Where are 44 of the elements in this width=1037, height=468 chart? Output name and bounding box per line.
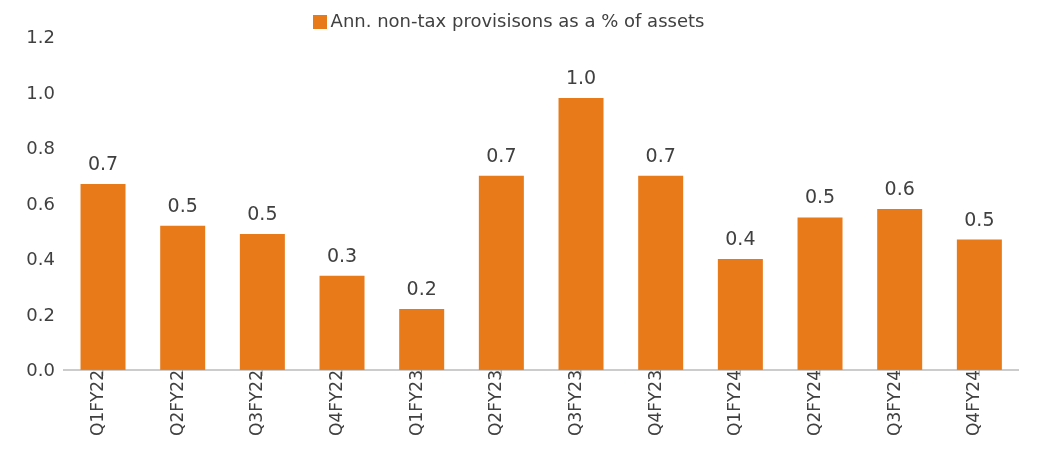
data-label: 0.5	[167, 193, 198, 216]
x-tick-label: Q3FY22	[246, 370, 267, 436]
x-tick-label: Q4FY24	[963, 370, 984, 436]
x-tick-label: Q3FY23	[564, 370, 585, 436]
data-label: 0.7	[645, 143, 676, 166]
bar	[956, 239, 1002, 370]
data-label: 1.0	[565, 66, 597, 89]
y-tick-label: 0.2	[26, 303, 55, 325]
data-label: 0.4	[725, 227, 756, 249]
bar	[319, 275, 365, 370]
x-tick-label: Q4FY23	[644, 370, 665, 436]
bar	[638, 175, 684, 370]
bar	[160, 225, 206, 370]
x-tick-label: Q3FY24	[883, 370, 904, 436]
data-label: 0.7	[486, 143, 517, 166]
y-tick-label: 0.4	[26, 248, 55, 270]
x-tick-label: Q1FY24	[724, 370, 745, 436]
y-tick-label: 0.0	[26, 359, 55, 381]
y-tick-label: 1.2	[26, 26, 55, 48]
bar	[558, 98, 604, 370]
y-tick-label: 0.8	[26, 137, 55, 159]
x-tick-label: Q2FY23	[485, 370, 506, 436]
bar	[80, 184, 126, 370]
y-tick-label: 1.0	[26, 81, 55, 103]
data-label: 0.2	[406, 276, 437, 299]
bar	[239, 234, 285, 370]
y-tick-label: 0.6	[26, 192, 55, 214]
bar	[478, 175, 524, 370]
data-label: 0.6	[884, 177, 915, 200]
x-tick-label: Q2FY22	[166, 370, 187, 436]
bar	[399, 308, 445, 370]
data-label: 0.5	[247, 202, 278, 225]
data-label: 0.5	[964, 207, 995, 230]
bar	[877, 209, 923, 370]
x-tick-label: Q2FY24	[803, 370, 824, 436]
legend-label: Ann. non-tax provisisons as a % of assets	[330, 10, 705, 31]
data-label: 0.5	[804, 185, 836, 208]
x-tick-label: Q1FY23	[405, 370, 426, 436]
data-label: 0.3	[326, 243, 358, 266]
x-tick-label: Q1FY22	[86, 370, 107, 436]
data-label: 0.7	[87, 152, 119, 175]
bar	[717, 259, 763, 370]
x-tick-label: Q4FY22	[325, 370, 346, 436]
bar	[797, 217, 843, 370]
